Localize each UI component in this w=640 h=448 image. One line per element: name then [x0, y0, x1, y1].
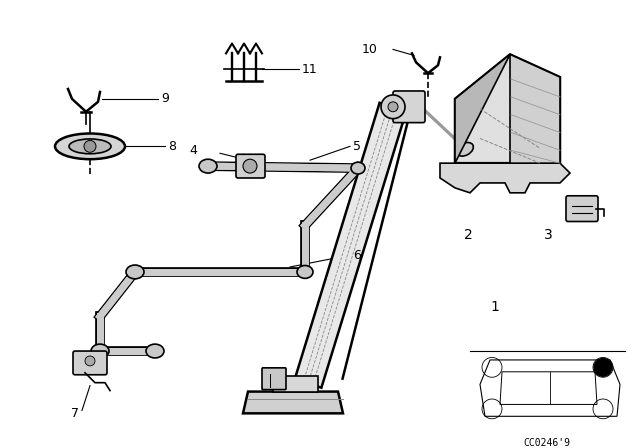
Polygon shape [440, 163, 570, 193]
Text: 3: 3 [543, 228, 552, 242]
Polygon shape [273, 376, 318, 392]
Ellipse shape [126, 265, 144, 279]
Ellipse shape [91, 344, 109, 358]
Circle shape [84, 140, 96, 152]
FancyBboxPatch shape [393, 91, 425, 123]
Ellipse shape [69, 139, 111, 154]
FancyBboxPatch shape [73, 351, 107, 375]
Ellipse shape [457, 142, 474, 156]
Polygon shape [455, 54, 560, 163]
FancyBboxPatch shape [262, 368, 286, 390]
Circle shape [381, 95, 405, 119]
Polygon shape [455, 54, 510, 163]
FancyBboxPatch shape [236, 154, 265, 178]
Circle shape [85, 356, 95, 366]
Text: CC0246'9: CC0246'9 [524, 438, 570, 448]
Polygon shape [294, 103, 406, 388]
Circle shape [388, 102, 398, 112]
Ellipse shape [201, 161, 215, 171]
Text: 9: 9 [161, 92, 169, 105]
FancyBboxPatch shape [566, 196, 598, 221]
Text: 2: 2 [463, 228, 472, 242]
Circle shape [243, 159, 257, 173]
Text: 8: 8 [168, 140, 176, 153]
Ellipse shape [146, 344, 164, 358]
Text: 10: 10 [362, 43, 378, 56]
Text: 11: 11 [302, 63, 317, 76]
Ellipse shape [297, 266, 313, 278]
Text: 6: 6 [353, 249, 361, 262]
Circle shape [594, 358, 612, 376]
Polygon shape [243, 392, 343, 414]
Text: 4: 4 [189, 144, 197, 157]
Ellipse shape [55, 134, 125, 159]
Ellipse shape [351, 162, 365, 174]
Text: 5: 5 [353, 140, 361, 153]
Ellipse shape [199, 159, 217, 173]
Text: 1: 1 [490, 300, 499, 314]
Polygon shape [510, 54, 560, 163]
Text: 7: 7 [71, 407, 79, 420]
